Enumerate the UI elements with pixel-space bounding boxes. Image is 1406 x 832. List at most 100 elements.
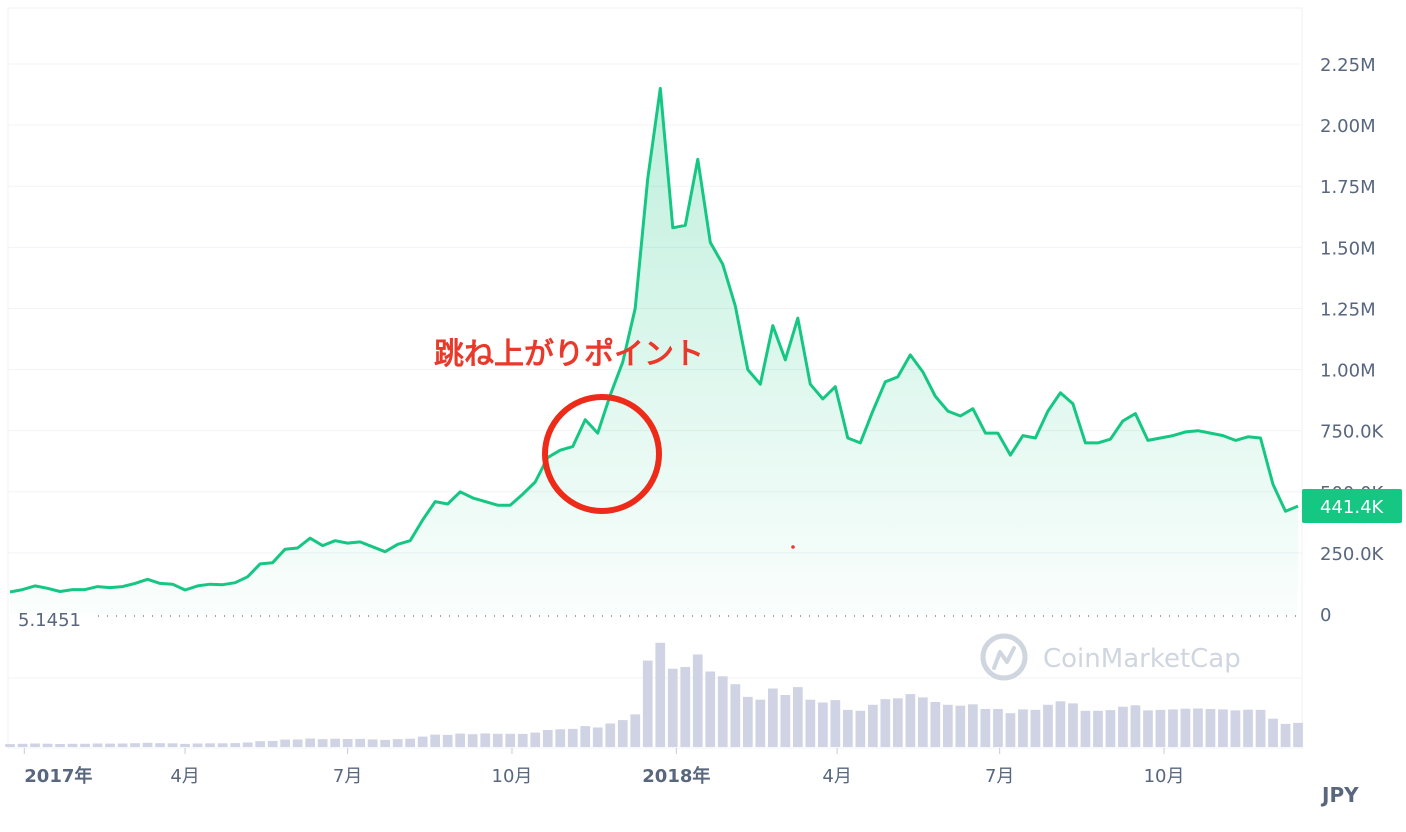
annotation-circle bbox=[542, 394, 662, 514]
volume-bar bbox=[642, 660, 653, 747]
x-tick-label: 4月 bbox=[822, 766, 851, 787]
volume-bar bbox=[755, 699, 766, 747]
volume-bar bbox=[342, 739, 353, 747]
volume-bar bbox=[267, 741, 278, 747]
y-tick-label: 1.50M bbox=[1320, 238, 1376, 259]
volume-bar bbox=[1118, 706, 1128, 747]
volume-bar bbox=[1268, 718, 1278, 747]
volume-bar bbox=[130, 743, 140, 747]
volume-bar bbox=[317, 739, 328, 747]
coinmarketcap-watermark: CoinMarketCap bbox=[980, 633, 1241, 681]
volume-bar bbox=[968, 704, 978, 747]
annotation-dot bbox=[791, 545, 795, 549]
volume-bar bbox=[1105, 710, 1116, 747]
volume-bar bbox=[893, 698, 903, 747]
volume-bar bbox=[930, 702, 941, 747]
volume-bar bbox=[1205, 709, 1216, 747]
volume-bar bbox=[217, 743, 228, 747]
volume-bar bbox=[1280, 723, 1291, 747]
volume-bar bbox=[943, 704, 953, 747]
baseline-label: 5.1451 bbox=[18, 610, 81, 631]
x-tick-label: 4月 bbox=[170, 766, 199, 787]
volume-bar bbox=[505, 733, 516, 747]
volume-bar bbox=[517, 733, 528, 747]
volume-bar bbox=[780, 695, 791, 747]
volume-bar bbox=[330, 738, 340, 747]
coinmarketcap-logo-wave-icon bbox=[992, 646, 1016, 670]
x-tick-label: 10月 bbox=[1144, 766, 1185, 787]
volume-bar bbox=[1180, 708, 1191, 747]
volume-bar bbox=[455, 733, 465, 747]
volume-bar bbox=[542, 730, 553, 747]
price-line bbox=[9, 86, 1299, 594]
volume-bar bbox=[680, 667, 691, 747]
x-axis-ticks: 2017年 4月 7月 10月 2018年 4月 7月 10月 bbox=[23, 748, 1185, 787]
y-tick-label: 2.25M bbox=[1320, 55, 1376, 76]
volume-bar bbox=[192, 743, 203, 747]
volume-bar bbox=[167, 743, 178, 747]
volume-bar bbox=[1218, 709, 1228, 747]
plot-frame bbox=[7, 7, 1303, 749]
volume-bar bbox=[1080, 710, 1091, 747]
volume-bar bbox=[1230, 710, 1241, 747]
volume-bar bbox=[1005, 713, 1016, 747]
volume-bar bbox=[242, 742, 253, 747]
watermark-text: CoinMarketCap bbox=[1043, 644, 1241, 674]
volume-bar bbox=[855, 710, 866, 747]
volume-bar bbox=[580, 726, 591, 747]
volume-bar bbox=[1255, 709, 1266, 747]
x-tick-label: 2018年 bbox=[642, 765, 710, 787]
y-tick-label: 1.75M bbox=[1320, 177, 1376, 198]
y-tick-label: 750.0K bbox=[1320, 422, 1385, 443]
volume-bar bbox=[292, 739, 303, 747]
volume-bar bbox=[905, 694, 916, 747]
volume-bar bbox=[80, 743, 90, 747]
y-tick-label: 250.0K bbox=[1320, 544, 1385, 565]
volume-bar bbox=[1293, 722, 1303, 747]
volume-bar bbox=[993, 709, 1003, 747]
volume-bar bbox=[1143, 710, 1153, 747]
volume-bar bbox=[67, 743, 78, 747]
volume-bar bbox=[692, 654, 703, 747]
volume-bar bbox=[42, 743, 53, 747]
volume-bar bbox=[92, 743, 103, 747]
volume-bar bbox=[743, 696, 753, 747]
volume-bar bbox=[405, 738, 415, 747]
volume-bar bbox=[1243, 709, 1253, 747]
x-tick-label: 7月 bbox=[985, 766, 1014, 787]
currency-label: JPY bbox=[1320, 783, 1359, 807]
x-tick-label: 2017年 bbox=[24, 765, 92, 787]
volume-bar bbox=[155, 743, 165, 747]
volume-bar bbox=[980, 709, 991, 747]
volume-bar bbox=[180, 743, 190, 747]
volume-bar bbox=[605, 723, 616, 747]
volume-bar bbox=[117, 743, 128, 747]
current-price-badge: 441.4K bbox=[1302, 489, 1402, 523]
volume-bar bbox=[30, 743, 40, 747]
volume-bar bbox=[442, 734, 453, 747]
volume-bar bbox=[630, 714, 641, 747]
volume-bar bbox=[1130, 705, 1141, 747]
volume-bar bbox=[255, 741, 265, 747]
volume-bar bbox=[843, 709, 853, 747]
volume-bar bbox=[1093, 710, 1103, 747]
volume-bar bbox=[105, 743, 115, 747]
volume-bar bbox=[1155, 709, 1166, 747]
y-tick-label: 2.00M bbox=[1320, 116, 1376, 137]
volume-bar bbox=[592, 727, 603, 747]
volume-bar bbox=[305, 738, 315, 747]
volume-bar bbox=[392, 739, 403, 747]
volume-bar bbox=[17, 743, 28, 747]
volume-bar bbox=[1168, 709, 1178, 747]
volume-bar bbox=[55, 744, 65, 747]
volume-bar bbox=[5, 744, 15, 747]
volume-bar bbox=[1055, 701, 1066, 747]
volume-bar bbox=[1193, 708, 1203, 747]
jump-point-annotation: 跳ね上がりポイント bbox=[434, 337, 704, 372]
volume-bar bbox=[1030, 709, 1041, 747]
volume-bar bbox=[617, 720, 628, 747]
volume-bar bbox=[430, 734, 440, 747]
volume-bar bbox=[1043, 704, 1053, 747]
volume-bar bbox=[480, 733, 491, 747]
